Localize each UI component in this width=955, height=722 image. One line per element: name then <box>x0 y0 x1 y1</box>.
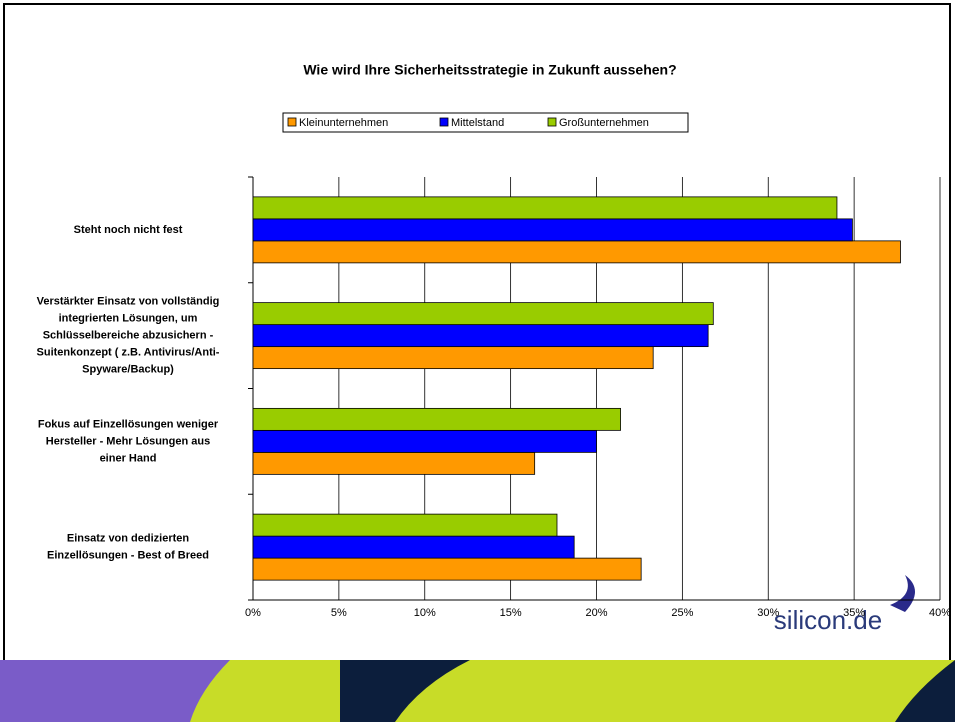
legend-swatch <box>547 117 557 127</box>
plot: 0% 5% 10% 15% 20% 25% 30% 35% 40% Steht noch nich… <box>37 176 951 619</box>
legend-box <box>282 112 689 133</box>
category-label: integrierten Lösungen, um <box>59 313 198 325</box>
x-tick-label: 5% <box>331 607 347 619</box>
x-tick-label: 25% <box>671 607 693 619</box>
category-label: Verstärkter Einsatz von vollständig <box>37 296 220 308</box>
bar <box>252 535 575 559</box>
logo-swoosh <box>890 575 915 612</box>
bar <box>252 429 597 453</box>
bar <box>252 407 621 431</box>
x-tick-label: 30% <box>757 607 779 619</box>
bar <box>252 196 838 220</box>
footer-navy-right <box>895 660 955 722</box>
footer-purple <box>0 660 230 722</box>
chart-title: Wie wird Ihre Sicherheitsstrategie in Zu… <box>303 62 676 78</box>
logo: silicon.de <box>774 605 882 635</box>
x-tick-label: 40% <box>929 607 951 619</box>
category-label: Einsatz von dedizierten <box>67 533 190 545</box>
bar <box>252 346 654 370</box>
category-label: Hersteller - Mehr Lösungen aus <box>46 435 210 447</box>
category-label: einer Hand <box>100 452 157 464</box>
x-tick-label: 20% <box>585 607 607 619</box>
slide-frame <box>3 3 951 660</box>
legend-swatch <box>439 117 449 127</box>
x-tick-label: 0% <box>245 607 261 619</box>
category-label: Steht noch nicht fest <box>74 224 183 236</box>
category-label: Spyware/Backup) <box>82 364 174 376</box>
category-label: Suitenkonzept ( z.B. Antivirus/Anti- <box>37 347 220 359</box>
legend-label: Großunternehmen <box>559 117 649 129</box>
bar <box>252 218 853 242</box>
category-label: Schlüsselbereiche abzusichern - <box>43 330 214 342</box>
x-tick-label: 15% <box>500 607 522 619</box>
bar <box>252 302 714 326</box>
category-label: Fokus auf Einzellösungen weniger <box>38 418 219 430</box>
legend: Kleinunternehmen Mittelstand Großunternehm… <box>287 117 649 129</box>
x-tick-label: 10% <box>414 607 436 619</box>
legend-swatch <box>287 117 297 127</box>
bar <box>252 513 558 537</box>
bar <box>252 557 642 581</box>
bar <box>252 451 536 475</box>
category-label: Einzellösungen - Best of Breed <box>47 550 209 562</box>
x-tick-label: 35% <box>843 607 865 619</box>
bar <box>252 240 901 264</box>
legend-label: Mittelstand <box>451 117 504 129</box>
legend-label: Kleinunternehmen <box>299 117 388 129</box>
bar <box>252 324 709 348</box>
footer-navy-left <box>340 660 470 722</box>
footer-decoration <box>0 660 955 722</box>
